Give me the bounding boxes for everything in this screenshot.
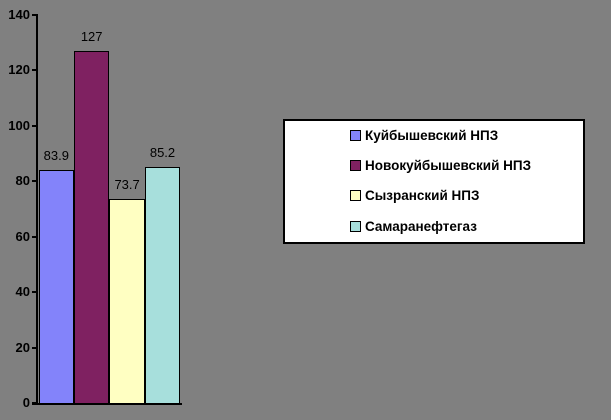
legend-item: Самаранефтегаз	[350, 218, 477, 235]
legend-item-label: Сызранский НПЗ	[365, 188, 480, 204]
y-axis-tick-label: 120	[8, 62, 30, 78]
legend-swatch-icon	[350, 190, 361, 202]
legend-item-label: Самаранефтегаз	[365, 218, 477, 234]
bar-value-label: 127	[80, 29, 103, 45]
y-axis-line	[36, 14, 38, 405]
legend-swatch-icon	[350, 130, 361, 141]
y-axis-tick	[32, 180, 38, 183]
bar	[144, 166, 181, 404]
bar-value-label: 73.7	[114, 176, 140, 192]
y-axis-tick	[32, 346, 38, 349]
y-axis-tick	[32, 235, 38, 238]
legend-swatch-icon	[350, 220, 361, 232]
legend: Куйбышевский НПЗ Новокуйбышевский НПЗ Сызр…	[283, 119, 585, 244]
y-axis-tick	[32, 402, 38, 404]
y-axis-tick-label: 140	[8, 7, 30, 22]
y-axis-tick	[32, 69, 38, 72]
bar	[109, 198, 145, 404]
y-axis-tick	[32, 14, 38, 16]
bar	[38, 170, 74, 404]
legend-item-label: Новокуйбышевский НПЗ	[365, 158, 532, 174]
legend-item: Новокуйбышевский НПЗ	[350, 157, 531, 174]
x-axis-line	[32, 403, 182, 405]
legend-swatch-icon	[350, 160, 361, 172]
legend-item: Куйбышевский НПЗ	[350, 127, 498, 144]
bar	[74, 51, 110, 404]
y-axis-tick-label: 100	[8, 117, 30, 133]
y-axis-tick-label: 60	[15, 228, 30, 244]
y-axis-tick	[32, 124, 38, 127]
y-axis-tick-label: 20	[15, 339, 30, 355]
y-axis-tick-label: 40	[15, 284, 30, 300]
bar-value-label: 85.2	[149, 144, 176, 160]
bar-value-label: 83.9	[43, 148, 69, 164]
y-axis-tick	[32, 291, 38, 294]
legend-item-label: Куйбышевский НПЗ	[365, 128, 499, 143]
legend-item: Сызранский НПЗ	[350, 187, 479, 204]
y-axis-tick-label: 80	[15, 173, 30, 189]
y-axis-tick-label: 0	[22, 395, 30, 410]
